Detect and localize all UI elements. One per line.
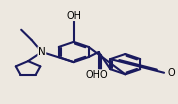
Text: N: N	[38, 47, 46, 57]
Text: O: O	[168, 68, 176, 78]
Text: OH: OH	[66, 11, 81, 21]
Text: OHO: OHO	[86, 70, 108, 80]
